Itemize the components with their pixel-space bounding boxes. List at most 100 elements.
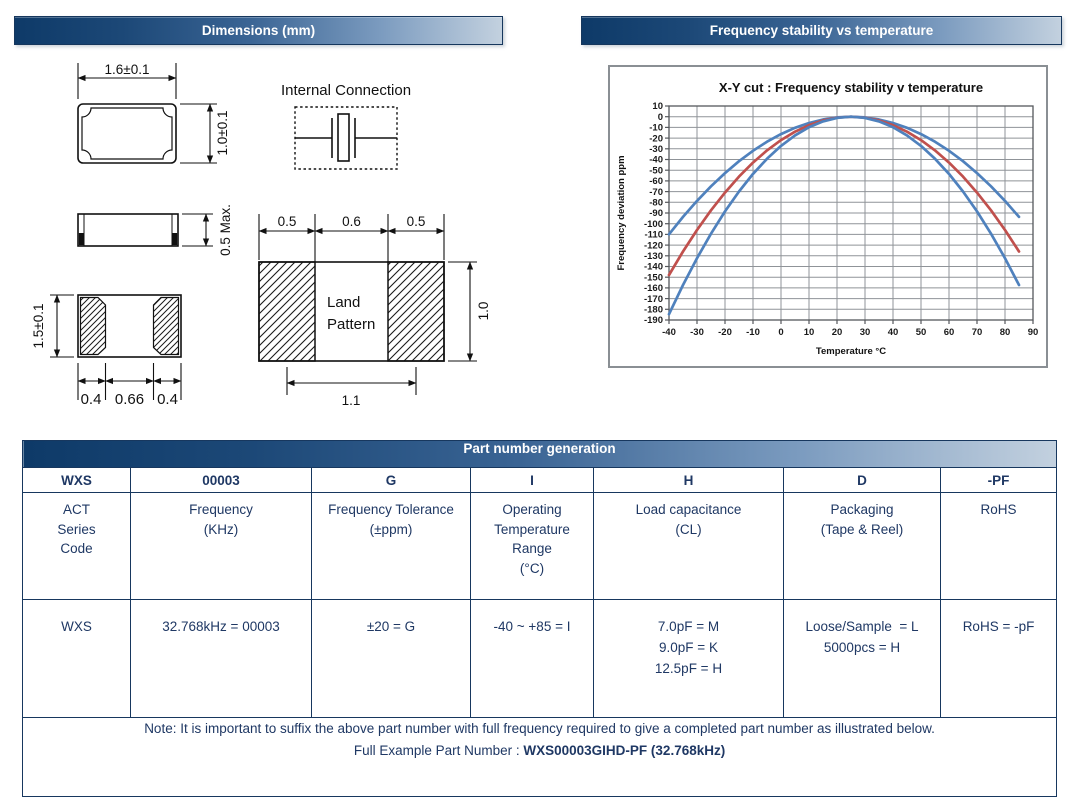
- svg-text:-150: -150: [644, 272, 663, 283]
- dim-bottom-pad-right: 0.4: [157, 391, 178, 408]
- svg-text:-100: -100: [644, 219, 663, 230]
- chart-x-label: Temperature °C: [816, 346, 886, 357]
- description-cell: Frequency (KHz): [130, 492, 312, 600]
- svg-text:40: 40: [888, 327, 899, 338]
- svg-text:-70: -70: [649, 187, 663, 198]
- internal-connection-label: Internal Connection: [281, 82, 411, 99]
- series-lower-tolerance-curve: [667, 115, 1021, 316]
- value-cell: ±20 = G: [311, 599, 471, 718]
- svg-text:-180: -180: [644, 305, 663, 316]
- svg-text:-40: -40: [662, 327, 676, 338]
- dim-land-left: 0.5: [278, 214, 297, 229]
- land-pattern-view: 0.5 0.6 0.5 1.0 1.1 Land Pattern: [258, 214, 491, 408]
- dim-top-height: 1.0±0.1: [215, 111, 230, 156]
- svg-text:-20: -20: [718, 327, 732, 338]
- svg-text:-110: -110: [645, 230, 664, 241]
- description-cell: RoHS: [939, 492, 1058, 600]
- description-cell: Packaging (Tape & Reel): [783, 492, 941, 600]
- dim-side-height: 0.5 Max.: [218, 204, 233, 256]
- dim-top-width: 1.6±0.1: [105, 62, 150, 77]
- description-cell: ACT Series Code: [22, 492, 131, 600]
- svg-text:-40: -40: [649, 155, 663, 166]
- svg-text:-80: -80: [649, 198, 663, 209]
- dim-land-height: 1.0: [476, 302, 491, 321]
- value-row: WXS 32.768kHz = 00003 ±20 = G -40 ~ +85 …: [22, 599, 1058, 718]
- table-title-row: Part number generation: [21, 440, 1058, 468]
- code-cell: 00003: [130, 467, 312, 493]
- code-row: WXS 00003 G I H D -PF: [22, 467, 1058, 493]
- value-cell: WXS: [22, 599, 131, 718]
- code-cell: I: [470, 467, 594, 493]
- svg-text:0: 0: [658, 112, 663, 123]
- dimensions-section-header: Dimensions (mm): [14, 16, 503, 45]
- internal-connection-schematic: Internal Connection: [281, 82, 411, 170]
- bottom-pad-right: [152, 296, 180, 356]
- part-number-table: Part number generation WXS 00003 G I H D…: [21, 440, 1058, 797]
- part-number-table-title: Part number generation: [21, 440, 1058, 468]
- land-pad-right: [387, 261, 445, 362]
- description-cell: Operating Temperature Range (°C): [470, 492, 594, 600]
- stability-chart-frame: -40 -30 -20 -10 0 10 20 30 40 50 60 70 80 90 10 0 -10 -20…: [608, 65, 1048, 368]
- value-cell: 7.0pF = M 9.0pF = K 12.5pF = H: [593, 599, 784, 718]
- code-cell: -PF: [939, 467, 1058, 493]
- package-side-view: 0.5 Max.: [77, 204, 233, 256]
- svg-text:70: 70: [972, 327, 983, 338]
- value-cell: RoHS = -pF: [939, 599, 1058, 718]
- value-cell: Loose/Sample = L 5000pcs = H: [783, 599, 941, 718]
- stability-chart: -40 -30 -20 -10 0 10 20 30 40 50 60 70 80 90100-10-20…: [616, 80, 1039, 357]
- package-top-view: 1.6±0.1 1.0±0.1: [77, 62, 230, 164]
- svg-text:60: 60: [944, 327, 955, 338]
- svg-text:-30: -30: [649, 144, 663, 155]
- dim-bottom-gap: 0.66: [115, 391, 144, 408]
- value-cell: -40 ~ +85 = I: [470, 599, 594, 718]
- svg-text:-160: -160: [644, 283, 663, 294]
- svg-text:-90: -90: [649, 208, 663, 219]
- dim-bottom-pad-left: 0.4: [81, 391, 102, 408]
- note-row: Note: It is important to suffix the abov…: [21, 717, 1058, 797]
- code-cell: WXS: [22, 467, 131, 493]
- svg-text:-60: -60: [649, 176, 663, 187]
- chart-title: X-Y cut : Frequency stability v temperat…: [719, 80, 983, 95]
- svg-text:-30: -30: [690, 327, 704, 338]
- package-bottom-view: 1.5±0.1 0.4 0.66 0.4: [31, 294, 182, 408]
- svg-text:90: 90: [1028, 327, 1039, 338]
- svg-text:-120: -120: [644, 240, 663, 251]
- svg-text:20: 20: [832, 327, 843, 338]
- land-pattern-label-line2: Pattern: [327, 316, 375, 333]
- example-part-number: WXS00003GIHD-PF (32.768kHz): [523, 742, 726, 758]
- svg-text:10: 10: [804, 327, 815, 338]
- bottom-pad-left: [79, 296, 107, 356]
- svg-text:-140: -140: [644, 262, 663, 273]
- code-cell: H: [593, 467, 784, 493]
- svg-text:0: 0: [778, 327, 783, 338]
- svg-text:-10: -10: [649, 123, 663, 134]
- svg-text:-190: -190: [644, 315, 663, 326]
- note-cell: Note: It is important to suffix the abov…: [21, 717, 1058, 797]
- chart-y-label: Frequency deviation ppm: [616, 155, 627, 270]
- land-pad-left: [258, 261, 316, 362]
- crystal-symbol: [337, 113, 350, 162]
- dimensions-drawing: 1.6±0.1 1.0±0.1 Internal Connection 0.5 …: [31, 62, 491, 408]
- svg-text:80: 80: [1000, 327, 1011, 338]
- code-cell: G: [311, 467, 471, 493]
- description-row: ACT Series Code Frequency (KHz) Frequenc…: [22, 492, 1058, 600]
- svg-text:50: 50: [916, 327, 927, 338]
- value-cell: 32.768kHz = 00003: [130, 599, 312, 718]
- svg-text:30: 30: [860, 327, 871, 338]
- land-pattern-label-line1: Land: [327, 294, 360, 311]
- svg-text:-10: -10: [746, 327, 760, 338]
- description-cell: Load capacitance (CL): [593, 492, 784, 600]
- svg-text:-50: -50: [649, 165, 663, 176]
- svg-text:-170: -170: [644, 294, 663, 305]
- code-cell: D: [783, 467, 941, 493]
- description-cell: Frequency Tolerance (±ppm): [311, 492, 471, 600]
- dim-bottom-height: 1.5±0.1: [31, 304, 46, 349]
- dim-land-center: 0.6: [342, 214, 361, 229]
- stability-section-header: Frequency stability vs temperature: [581, 16, 1062, 45]
- svg-text:-130: -130: [644, 251, 663, 262]
- note-line1: Note: It is important to suffix the abov…: [144, 721, 935, 736]
- svg-text:-20: -20: [649, 133, 663, 144]
- note-line2: Full Example Part Number : WXS00003GIHD-…: [353, 742, 726, 758]
- dim-land-right: 0.5: [407, 214, 426, 229]
- svg-text:10: 10: [652, 101, 663, 112]
